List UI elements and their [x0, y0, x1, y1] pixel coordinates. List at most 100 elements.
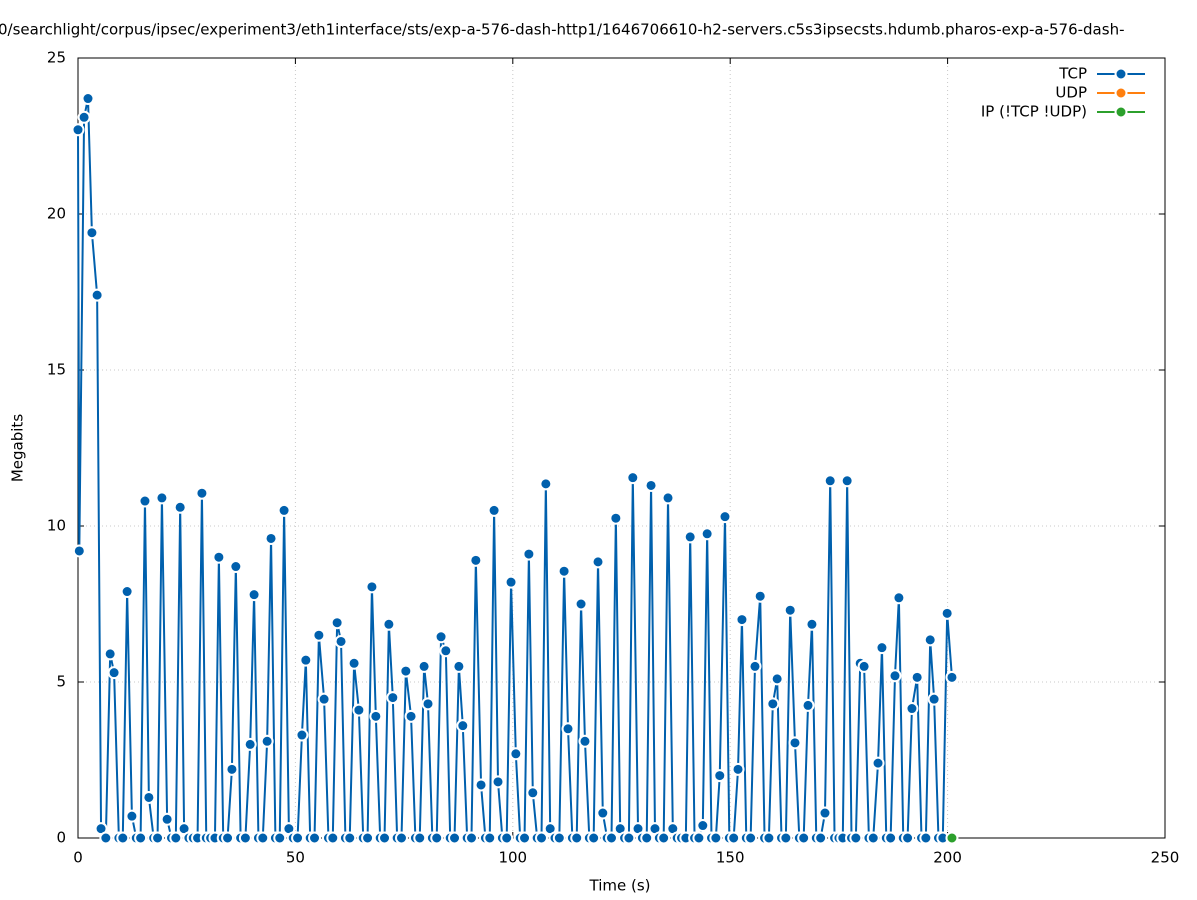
data-point	[805, 617, 819, 631]
plot-frame	[77, 57, 1166, 839]
data-point	[243, 737, 257, 751]
data-point	[609, 511, 623, 525]
data-point	[378, 831, 392, 845]
data-point	[696, 819, 710, 833]
data-point	[225, 762, 239, 776]
data-point	[875, 641, 889, 655]
data-point	[173, 500, 187, 514]
x-tick-label: 250	[1151, 849, 1180, 867]
data-point	[657, 831, 671, 845]
legend-label: IP (!TCP !UDP)	[981, 103, 1087, 121]
data-point	[421, 697, 435, 711]
data-point	[509, 747, 523, 761]
data-point	[312, 628, 326, 642]
data-point	[483, 831, 497, 845]
data-point	[552, 831, 566, 845]
data-point	[591, 555, 605, 569]
data-point	[578, 734, 592, 748]
legend-label: UDP	[1055, 84, 1087, 102]
data-point	[107, 666, 121, 680]
data-point	[299, 653, 313, 667]
data-point	[713, 769, 727, 783]
data-point	[452, 659, 466, 673]
data-point	[779, 831, 793, 845]
data-point	[247, 588, 261, 602]
data-point	[574, 597, 588, 611]
data-point	[626, 471, 640, 485]
data-point	[823, 474, 837, 488]
data-point	[788, 736, 802, 750]
data-point	[273, 831, 287, 845]
x-tick-label: 0	[73, 849, 83, 867]
data-point	[413, 831, 427, 845]
data-point	[334, 634, 348, 648]
data-point	[365, 580, 379, 594]
data-point	[439, 644, 453, 658]
data-point	[840, 474, 854, 488]
data-point	[735, 613, 749, 627]
data-point	[753, 589, 767, 603]
data-point	[125, 809, 139, 823]
data-point	[238, 831, 252, 845]
data-point	[661, 491, 675, 505]
data-point	[596, 806, 610, 820]
data-point	[901, 831, 915, 845]
data-point	[927, 692, 941, 706]
data-point	[518, 831, 532, 845]
data-point	[905, 702, 919, 716]
data-point	[500, 831, 514, 845]
data-point	[557, 564, 571, 578]
data-point	[138, 494, 152, 508]
y-tick-label: 10	[47, 517, 66, 535]
data-point	[160, 812, 174, 826]
data-point	[770, 672, 784, 686]
data-point	[692, 831, 706, 845]
data-point	[727, 831, 741, 845]
data-point	[81, 92, 95, 106]
data-point	[718, 510, 732, 524]
data-point	[910, 670, 924, 684]
data-point	[448, 831, 462, 845]
data-point	[256, 831, 270, 845]
data-point	[744, 831, 758, 845]
data-point	[317, 692, 331, 706]
data-point	[229, 560, 243, 574]
data-point	[90, 288, 104, 302]
data-point	[260, 734, 274, 748]
data-point	[195, 486, 209, 500]
data-point	[330, 616, 344, 630]
legend-label: TCP	[1058, 65, 1087, 83]
y-tick-label: 25	[47, 49, 66, 67]
legend-marker	[1114, 67, 1128, 81]
data-point	[797, 831, 811, 845]
x-axis-label: Time (s)	[589, 877, 651, 895]
data-point	[539, 477, 553, 491]
data-point	[522, 547, 536, 561]
data-point	[361, 831, 375, 845]
chart-title: 0/searchlight/corpus/ipsec/experiment3/e…	[0, 21, 1125, 39]
data-point	[762, 831, 776, 845]
data-point	[940, 606, 954, 620]
data-point	[474, 778, 488, 792]
data-point	[622, 831, 636, 845]
data-point	[709, 831, 723, 845]
data-point	[103, 647, 117, 661]
data-point	[120, 585, 134, 599]
data-point	[352, 703, 366, 717]
data-point	[399, 664, 413, 678]
data-point	[291, 831, 305, 845]
y-tick-label: 5	[56, 673, 66, 691]
data-point	[142, 790, 156, 804]
data-point	[386, 691, 400, 705]
x-tick-label: 100	[498, 849, 527, 867]
data-point	[394, 831, 408, 845]
data-point	[700, 527, 714, 541]
data-point	[369, 709, 383, 723]
data-point	[640, 831, 654, 845]
data-point	[945, 831, 959, 845]
data-point	[85, 226, 99, 240]
series-line	[77, 98, 953, 839]
data-point	[857, 659, 871, 673]
data-point	[923, 633, 937, 647]
